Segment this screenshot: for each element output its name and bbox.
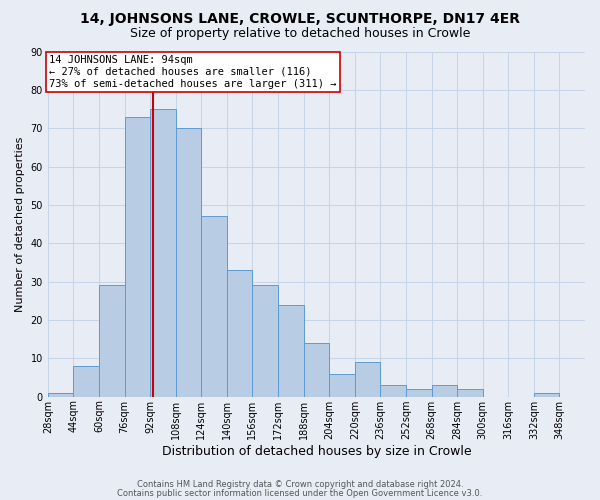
Bar xyxy=(278,304,304,396)
Bar xyxy=(99,286,125,397)
Text: Size of property relative to detached houses in Crowle: Size of property relative to detached ho… xyxy=(130,28,470,40)
Bar xyxy=(201,216,227,396)
Bar xyxy=(227,270,253,396)
Bar xyxy=(304,343,329,396)
Y-axis label: Number of detached properties: Number of detached properties xyxy=(15,136,25,312)
Bar xyxy=(431,385,457,396)
Text: 14 JOHNSONS LANE: 94sqm
← 27% of detached houses are smaller (116)
73% of semi-d: 14 JOHNSONS LANE: 94sqm ← 27% of detache… xyxy=(49,56,337,88)
Bar xyxy=(150,109,176,397)
Text: 14, JOHNSONS LANE, CROWLE, SCUNTHORPE, DN17 4ER: 14, JOHNSONS LANE, CROWLE, SCUNTHORPE, D… xyxy=(80,12,520,26)
Text: Contains HM Land Registry data © Crown copyright and database right 2024.: Contains HM Land Registry data © Crown c… xyxy=(137,480,463,489)
Bar xyxy=(355,362,380,396)
X-axis label: Distribution of detached houses by size in Crowle: Distribution of detached houses by size … xyxy=(161,444,471,458)
Bar xyxy=(48,393,73,396)
Bar xyxy=(253,286,278,397)
Bar xyxy=(73,366,99,396)
Bar xyxy=(457,389,482,396)
Bar xyxy=(329,374,355,396)
Bar xyxy=(534,393,559,396)
Bar xyxy=(406,389,431,396)
Bar xyxy=(176,128,201,396)
Text: Contains public sector information licensed under the Open Government Licence v3: Contains public sector information licen… xyxy=(118,488,482,498)
Bar xyxy=(380,385,406,396)
Bar xyxy=(125,116,150,396)
